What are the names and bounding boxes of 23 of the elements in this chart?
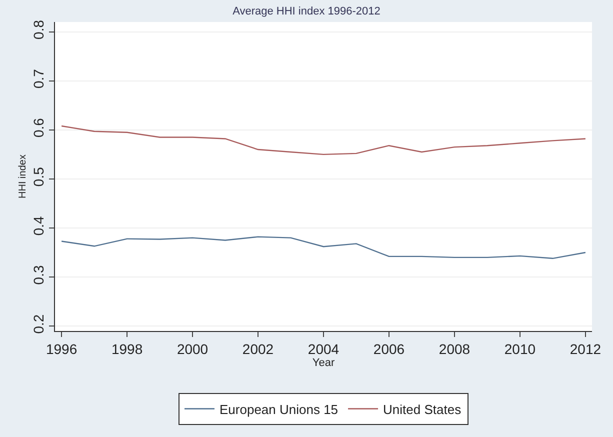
x-tick-label: 2000 <box>176 340 208 357</box>
x-tick-label: 1998 <box>111 340 143 357</box>
x-tick-label: 1996 <box>46 340 78 357</box>
y-tick-label: 0.6 <box>30 118 46 138</box>
legend-label: European Unions 15 <box>220 402 338 417</box>
x-axis-title: Year <box>312 356 335 369</box>
line-series <box>60 236 586 260</box>
y-tick-label: 0.5 <box>30 166 46 187</box>
line-series <box>60 125 586 156</box>
y-axis-title: HHI index <box>17 154 28 198</box>
y-tick-label: 0.3 <box>30 265 46 285</box>
legend-label: United States <box>383 402 462 417</box>
x-tick-label: 2008 <box>438 340 470 357</box>
y-tick-label: 0.2 <box>30 314 46 334</box>
x-tick-label: 2004 <box>308 340 340 357</box>
y-tick-label: 0.8 <box>30 20 46 40</box>
y-tick-label: 0.7 <box>30 68 46 88</box>
x-tick-label: 2006 <box>373 340 405 357</box>
x-tick-label: 2010 <box>504 340 536 357</box>
chart-title: Average HHI index 1996-2012 <box>232 5 380 18</box>
x-tick-label: 2012 <box>570 340 602 357</box>
y-tick-label: 0.4 <box>30 216 46 236</box>
x-tick-label: 2002 <box>242 340 274 357</box>
